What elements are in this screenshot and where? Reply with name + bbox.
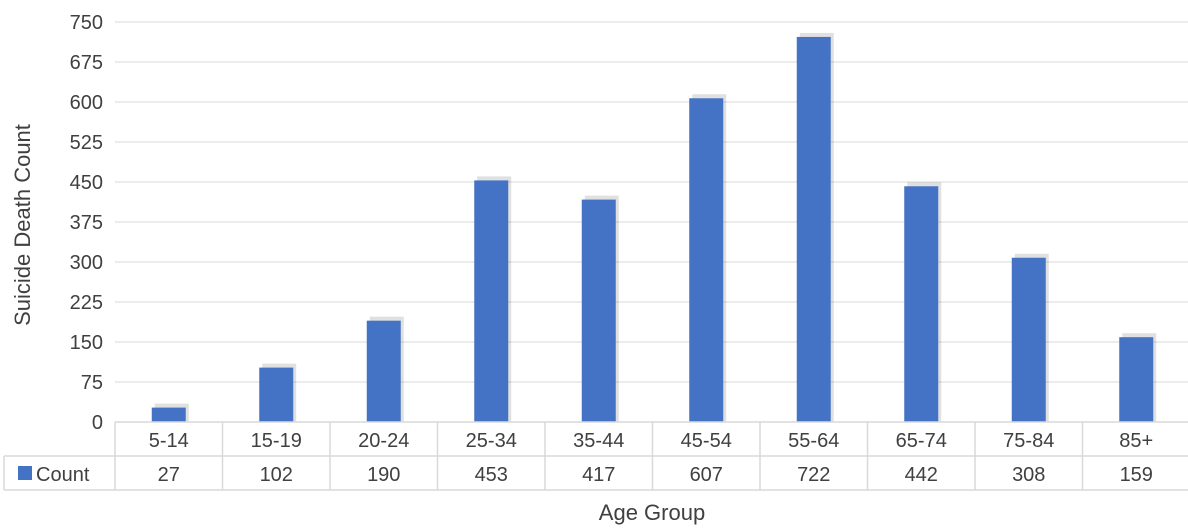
y-tick-label: 450 (70, 172, 103, 194)
x-tick-label: 15-19 (251, 430, 302, 452)
y-tick-label: 225 (70, 292, 103, 314)
data-label: 417 (582, 464, 615, 486)
x-tick-label: 25-34 (466, 430, 517, 452)
y-axis-label: Suicide Death Count (10, 124, 35, 326)
x-tick-label: 55-64 (788, 430, 839, 452)
y-tick-label: 750 (70, 12, 103, 34)
legend-swatch (18, 466, 32, 480)
y-tick-label: 0 (92, 412, 103, 434)
x-tick-label: 85+ (1119, 430, 1153, 452)
x-tick-label: 5-14 (149, 430, 189, 452)
y-tick-label: 525 (70, 132, 103, 154)
x-tick-label: 45-54 (681, 430, 732, 452)
y-tick-label: 150 (70, 332, 103, 354)
data-table: 5-14 27 15-19 102 20-24 190 25-34 453 35-44 417 45… (3, 421, 1188, 491)
x-tick-label: 35-44 (573, 430, 624, 452)
data-label: 607 (690, 464, 723, 486)
bar (1119, 337, 1154, 422)
y-tick-labels: 0 75 150 225 300 375 450 525 600 675 750 (70, 12, 103, 434)
y-tick-label: 300 (70, 252, 103, 274)
data-label: 442 (905, 464, 938, 486)
legend-label: Count (36, 464, 90, 486)
bar (689, 98, 724, 423)
data-label: 27 (158, 464, 180, 486)
data-label: 722 (797, 464, 830, 486)
bar (366, 320, 401, 422)
bar (581, 199, 616, 422)
y-tick-label: 600 (70, 92, 103, 114)
data-label: 190 (367, 464, 400, 486)
data-label: 159 (1120, 464, 1153, 486)
x-axis-label: Age Group (599, 500, 705, 525)
bar (1011, 257, 1046, 422)
bars (151, 32, 1157, 423)
data-label: 102 (260, 464, 293, 486)
bar (904, 186, 939, 422)
bar (151, 407, 186, 422)
bar (474, 180, 509, 422)
y-tick-label: 675 (70, 52, 103, 74)
data-label: 453 (475, 464, 508, 486)
bar (796, 36, 831, 422)
x-tick-label: 20-24 (358, 430, 409, 452)
y-tick-label: 75 (81, 372, 103, 394)
x-tick-label: 75-84 (1003, 430, 1054, 452)
data-label: 308 (1012, 464, 1045, 486)
x-tick-label: 65-74 (896, 430, 947, 452)
y-tick-label: 375 (70, 212, 103, 234)
gridlines (115, 21, 1188, 383)
bar (259, 367, 294, 422)
